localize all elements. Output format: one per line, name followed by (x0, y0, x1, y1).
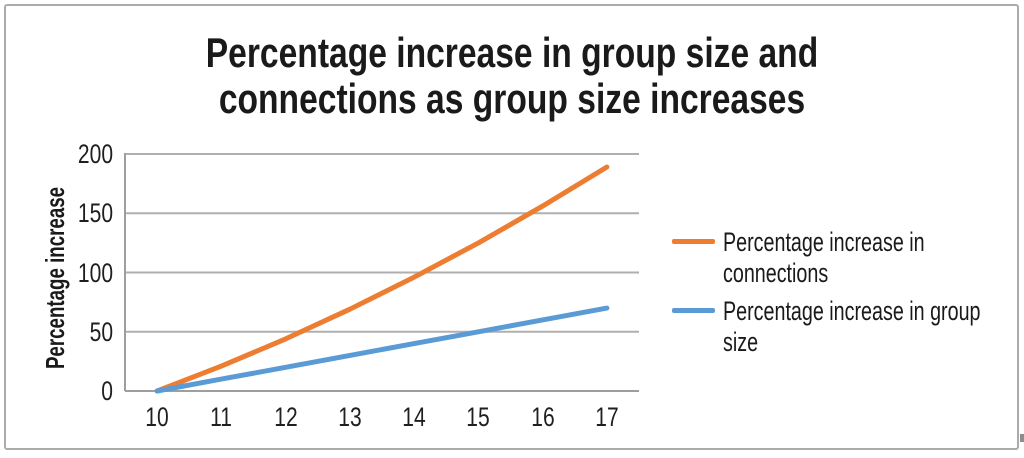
x-tick-label-12: 12 (273, 402, 298, 432)
y-tick-label-0: 0 (101, 376, 113, 406)
chart-title: Percentage increase in group size and co… (0, 30, 1024, 122)
x-tick-label-14: 14 (402, 402, 426, 432)
legend: Percentage increase in connections Percen… (672, 227, 1024, 365)
series-line-connections (154, 164, 610, 394)
series-lines (154, 164, 610, 394)
chart-title-line-2: connections as group size increases (218, 75, 806, 122)
x-tick-label-17: 17 (595, 402, 619, 432)
chart-frame (4, 4, 1019, 450)
y-tick-label-50: 50 (89, 316, 113, 347)
page-artifact-dot (1020, 434, 1024, 442)
legend-item-connections: Percentage increase in connections (672, 227, 1024, 289)
axis-lines (124, 153, 639, 392)
y-tick-label-100: 100 (77, 257, 113, 288)
x-tick-label-16: 16 (530, 402, 555, 432)
legend-label: Percentage increase in connections (723, 227, 925, 288)
x-tick-label-15: 15 (466, 402, 491, 432)
x-tick-label-13: 13 (338, 402, 362, 432)
series-line-group-size (154, 305, 610, 394)
legend-swatch-connections (672, 239, 715, 244)
gridlines (125, 153, 639, 333)
legend-swatch-group-size (672, 308, 715, 313)
legend-item-group-size: Percentage increase in group size (672, 296, 1024, 358)
legend-label: Percentage increase in group size (723, 296, 981, 357)
y-tick-label-150: 150 (77, 198, 113, 229)
x-tick-label-10: 10 (145, 402, 169, 432)
y-tick-label-200: 200 (77, 139, 113, 169)
chart-title-line-1: Percentage increase in group size and (205, 29, 819, 76)
x-tick-label-11: 11 (210, 402, 233, 432)
